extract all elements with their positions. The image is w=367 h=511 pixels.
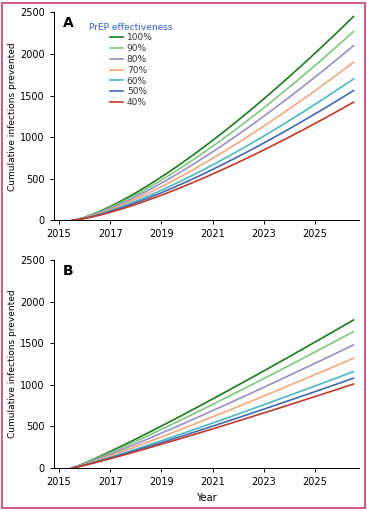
Line: 90%: 90% (72, 32, 353, 220)
Text: B: B (63, 264, 74, 278)
60% (351, 76, 356, 82)
60% (70, 217, 74, 223)
40% (247, 154, 251, 160)
70% (103, 208, 108, 214)
60% (103, 209, 108, 215)
Line: 50%: 50% (72, 90, 353, 220)
60% (275, 125, 279, 131)
Y-axis label: Cumulative infections prevented: Cumulative infections prevented (8, 290, 17, 438)
90% (103, 206, 108, 213)
60% (161, 186, 166, 192)
60% (273, 126, 277, 132)
40% (161, 191, 166, 197)
50% (247, 148, 251, 154)
50% (351, 87, 356, 94)
70% (70, 217, 74, 223)
50% (161, 189, 166, 195)
50% (181, 180, 186, 186)
Line: 70%: 70% (72, 62, 353, 220)
100% (103, 205, 108, 212)
Line: 80%: 80% (72, 45, 353, 220)
100% (181, 159, 186, 165)
80% (181, 167, 186, 173)
Y-axis label: Cumulative infections prevented: Cumulative infections prevented (8, 42, 17, 191)
90% (181, 163, 186, 169)
80% (161, 179, 166, 185)
80% (103, 207, 108, 214)
100% (247, 108, 251, 114)
X-axis label: Year: Year (196, 493, 217, 503)
70% (181, 172, 186, 178)
80% (275, 104, 279, 110)
80% (273, 105, 277, 111)
70% (351, 59, 356, 65)
Line: 60%: 60% (72, 79, 353, 220)
90% (275, 95, 279, 101)
80% (70, 217, 74, 223)
90% (273, 96, 277, 102)
60% (181, 177, 186, 183)
90% (351, 29, 356, 35)
100% (70, 217, 74, 223)
40% (351, 99, 356, 105)
80% (247, 124, 251, 130)
70% (161, 182, 166, 189)
Text: A: A (63, 16, 74, 31)
70% (273, 115, 277, 122)
50% (275, 133, 279, 139)
40% (275, 141, 279, 147)
50% (103, 210, 108, 216)
Line: 40%: 40% (72, 102, 353, 220)
70% (247, 133, 251, 139)
100% (161, 172, 166, 178)
90% (161, 176, 166, 182)
50% (70, 217, 74, 223)
90% (247, 117, 251, 123)
40% (103, 211, 108, 217)
60% (247, 142, 251, 148)
50% (273, 134, 277, 140)
Legend: 100%, 90%, 80%, 70%, 60%, 50%, 40%: 100%, 90%, 80%, 70%, 60%, 50%, 40% (86, 19, 177, 111)
80% (351, 42, 356, 49)
40% (181, 183, 186, 190)
100% (273, 86, 277, 92)
70% (275, 114, 279, 121)
40% (273, 141, 277, 147)
Line: 100%: 100% (72, 16, 353, 220)
100% (351, 13, 356, 19)
40% (70, 217, 74, 223)
90% (70, 217, 74, 223)
100% (275, 85, 279, 91)
